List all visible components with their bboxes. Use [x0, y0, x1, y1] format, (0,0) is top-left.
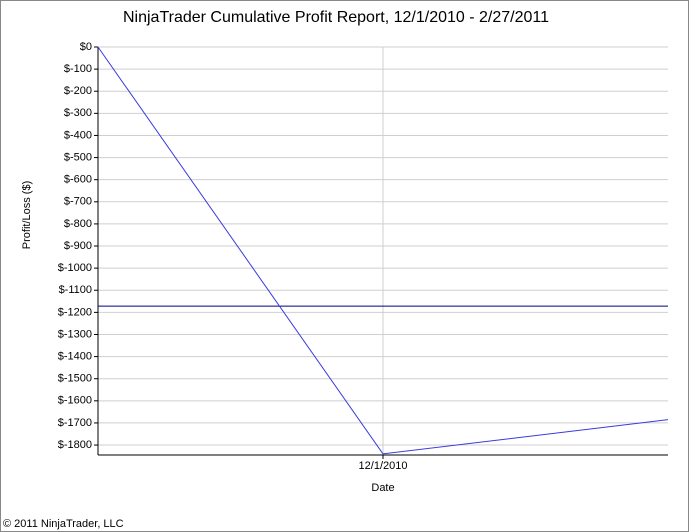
y-tick-label: $-800	[64, 218, 92, 230]
y-tick-label: $-1600	[58, 395, 92, 407]
y-tick-label: $-1500	[58, 373, 92, 385]
x-axis-label: Date	[371, 482, 394, 494]
y-tick-label: $-900	[64, 240, 92, 252]
y-tick-label: $-700	[64, 196, 92, 208]
y-tick-label: $-400	[64, 129, 92, 141]
y-axis-label: Profit/Loss ($)	[21, 181, 33, 249]
y-tick-label: $-1700	[58, 417, 92, 429]
y-tick-label: $-200	[64, 85, 92, 97]
series-line	[97, 46, 669, 455]
y-tick-label: $-1400	[58, 350, 92, 362]
y-tick-label: $-100	[64, 63, 92, 75]
y-tick-label: $-1300	[58, 328, 92, 340]
chart-title: NinjaTrader Cumulative Profit Report, 12…	[123, 9, 549, 26]
y-tick-label: $-600	[64, 174, 92, 186]
y-tick-label: $-1000	[58, 262, 92, 274]
y-tick-label: $-300	[64, 107, 92, 119]
y-tick-label: $-1200	[58, 306, 92, 318]
y-tick-label: $0	[80, 41, 92, 53]
x-tick-label: 12/1/2010	[359, 460, 408, 472]
footer: © 2011 NinjaTrader, LLC	[3, 518, 124, 530]
y-tick-label: $-500	[64, 151, 92, 163]
y-tick-label: $-1800	[58, 439, 92, 451]
y-tick-label: $-1100	[59, 284, 92, 296]
